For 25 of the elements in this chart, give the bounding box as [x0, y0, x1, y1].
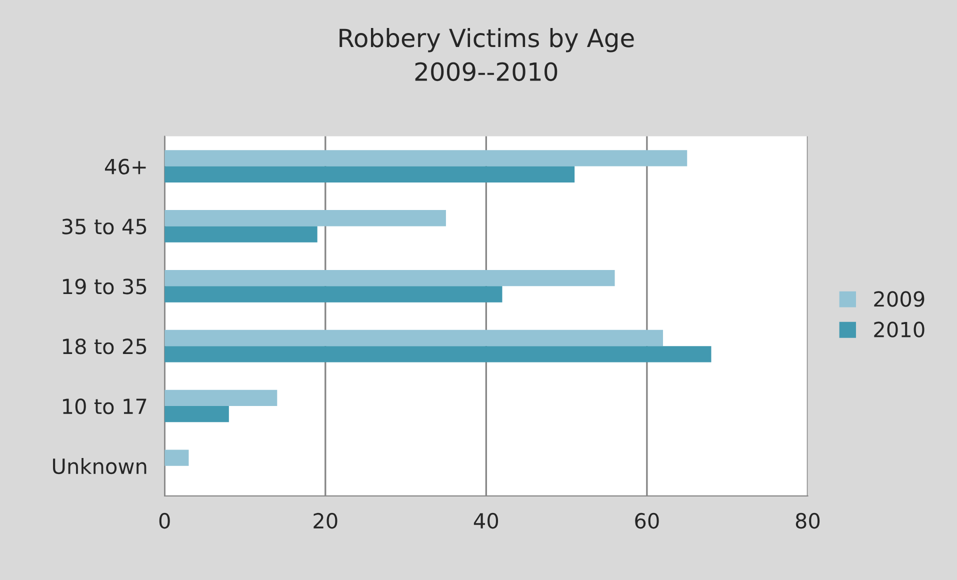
bar	[164, 166, 575, 182]
legend-label: 2010	[874, 322, 924, 338]
x-tick-label: 60	[635, 512, 659, 529]
y-tick-label: 18 to 25	[63, 338, 146, 354]
y-tick-label: Unknown	[53, 458, 146, 474]
bar	[164, 270, 615, 286]
bar	[164, 210, 446, 226]
bar	[164, 346, 712, 362]
y-tick-label: 46+	[104, 158, 146, 174]
x-tick-label: 40	[474, 512, 498, 529]
x-tick-label: 20	[314, 512, 338, 529]
x-tick-label: 0	[159, 512, 170, 529]
y-tick-label: 10 to 17	[63, 398, 146, 414]
y-tick-label: 35 to 45	[62, 218, 146, 234]
chart-title: Robbery Victims by Age 2009--2010	[340, 28, 634, 82]
legend-label: 2009	[874, 291, 924, 307]
bar	[164, 406, 229, 422]
x-tick-label: 80	[796, 512, 820, 529]
bar	[164, 390, 278, 406]
bar	[164, 150, 688, 166]
bar	[164, 286, 502, 302]
y-tick-label: 19 to 35	[63, 278, 146, 294]
bar	[164, 450, 189, 466]
bar	[164, 330, 664, 346]
bar	[164, 226, 318, 242]
